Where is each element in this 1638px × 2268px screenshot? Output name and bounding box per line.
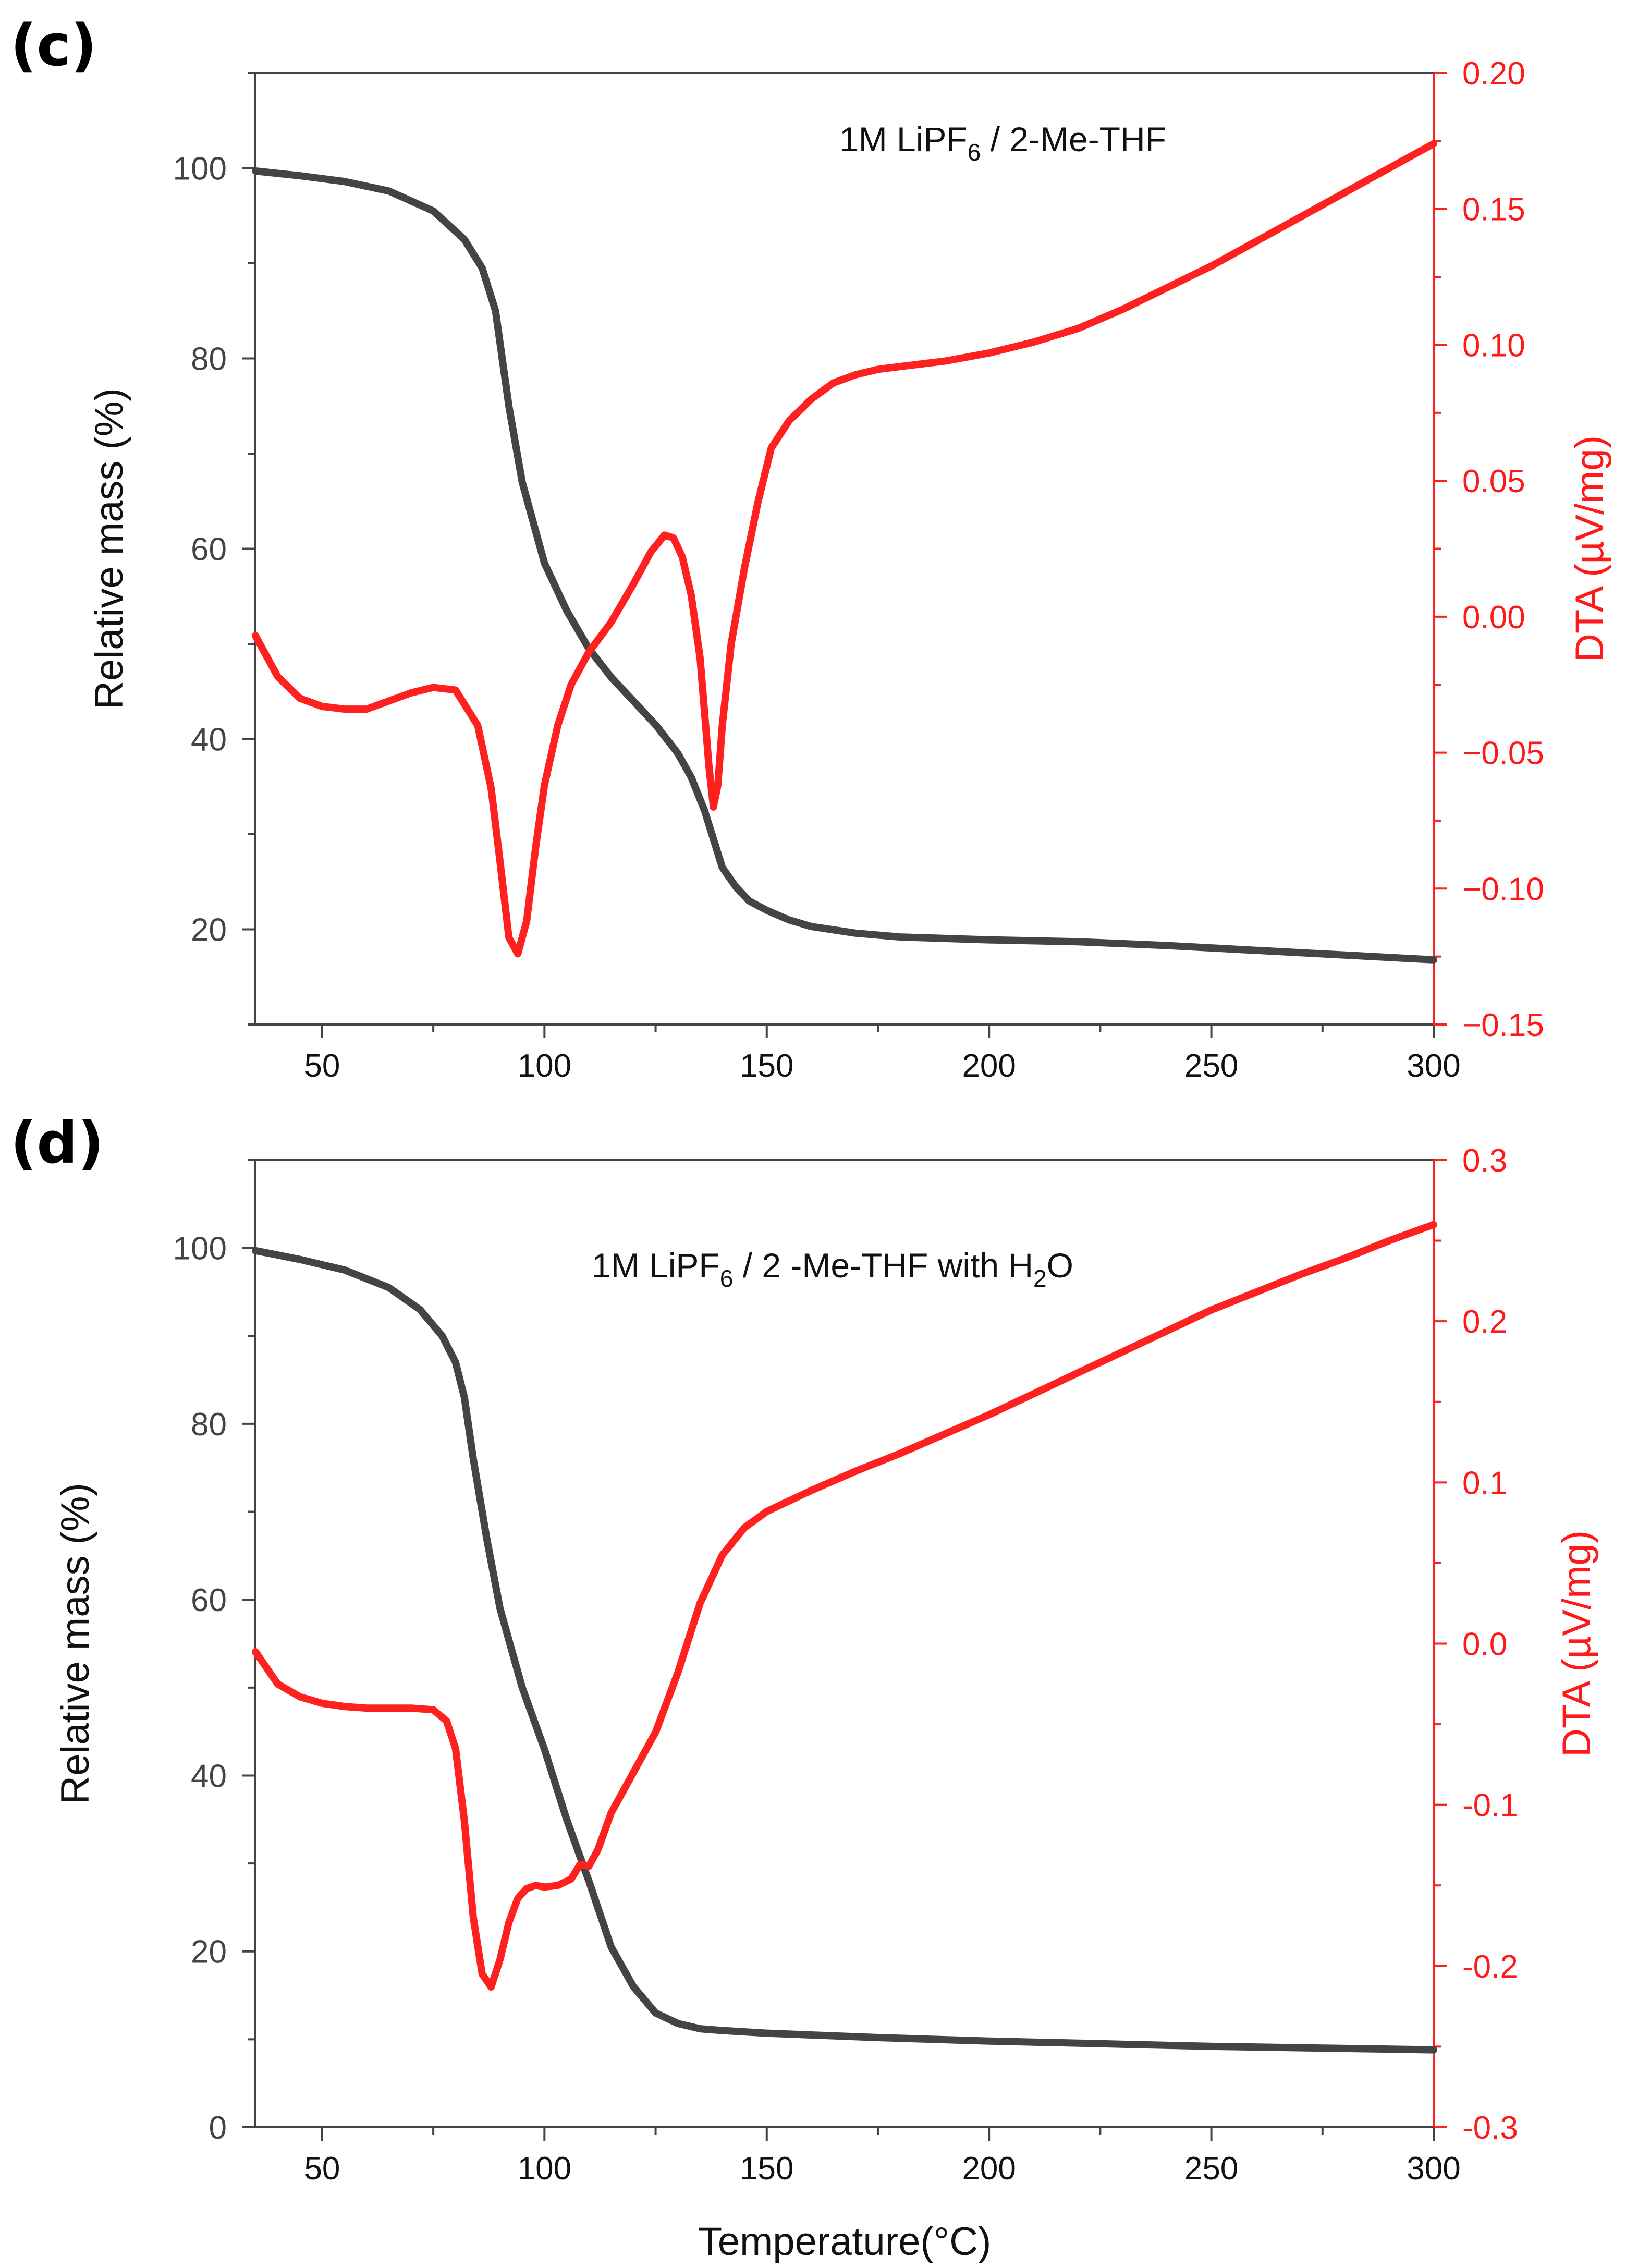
x-tick-label: 100 xyxy=(518,1048,571,1084)
chart-panel-d: (d) 50 100 150 200 250 300 0 20 40 60 80 100 0.3 0.2 0.… xyxy=(10,1109,1599,2264)
y-tick-label: 60 xyxy=(191,1582,227,1618)
y-axis-title: Relative mass (%) xyxy=(87,388,131,710)
y-tick-label: 80 xyxy=(191,1407,227,1443)
y2-tick-label: -0.2 xyxy=(1462,1949,1518,1985)
y-axis-title: Relative mass (%) xyxy=(53,1483,97,1804)
y2-tick-label: 0.3 xyxy=(1462,1143,1507,1179)
x-tick-label: 250 xyxy=(1184,1048,1238,1084)
panel-label: (c) xyxy=(10,12,97,79)
x-tick-label: 50 xyxy=(304,2151,340,2187)
chart-panel-c: (c) 50 100 150 200 250 300 20 40 60 80 100 0.20 0.15 0… xyxy=(10,12,1612,1084)
y2-tick-label: 0.05 xyxy=(1462,464,1525,499)
y-tick-label: 40 xyxy=(191,722,227,758)
y2-tick-label: −0.10 xyxy=(1462,871,1544,907)
y-tick-label: 0 xyxy=(209,2110,227,2146)
y2-tick-label: 0.1 xyxy=(1462,1465,1507,1501)
y2-tick-label: 0.15 xyxy=(1462,192,1525,228)
sample-annotation: 1M LiPF6 / 2 -Me-THF with H2O xyxy=(592,1246,1073,1292)
y2-tick-label: −0.15 xyxy=(1462,1007,1544,1043)
y2-axis-title: DTA (µV/mg) xyxy=(1568,435,1612,662)
y2-tick-label: 0.00 xyxy=(1462,600,1525,636)
y-tick-label: 100 xyxy=(173,1231,227,1267)
y-tick-label: 20 xyxy=(191,912,227,948)
y-tick-label: 80 xyxy=(191,342,227,377)
dta-series-line xyxy=(252,1221,1437,1991)
y2-tick-label: 0.0 xyxy=(1462,1627,1507,1663)
dta-series-line xyxy=(252,140,1437,958)
x-tick-label: 150 xyxy=(740,1048,793,1084)
panel-label: (d) xyxy=(10,1109,104,1176)
y-tick-label: 20 xyxy=(191,1934,227,1970)
mass-series-line xyxy=(252,167,1437,964)
y2-tick-label: −0.05 xyxy=(1462,736,1544,772)
x-tick-label: 150 xyxy=(740,2151,793,2187)
x-tick-label: 250 xyxy=(1184,2151,1238,2187)
y-tick-label: 60 xyxy=(191,532,227,568)
x-tick-label: 300 xyxy=(1407,1048,1460,1084)
y-tick-label: 40 xyxy=(191,1758,227,1794)
x-tick-label: 50 xyxy=(304,1048,340,1084)
x-tick-label: 100 xyxy=(518,2151,571,2187)
x-tick-label: 300 xyxy=(1407,2151,1460,2187)
y2-tick-label: 0.20 xyxy=(1462,56,1525,92)
y2-axis-title: DTA (µV/mg) xyxy=(1555,1530,1599,1757)
y2-tick-label: 0.2 xyxy=(1462,1304,1507,1340)
y2-tick-label: -0.1 xyxy=(1462,1788,1518,1824)
sample-annotation: 1M LiPF6 / 2-Me-THF xyxy=(839,120,1166,166)
x-axis-title: Temperature(°C) xyxy=(698,2220,992,2264)
y2-tick-label: 0.10 xyxy=(1462,327,1525,363)
mass-series-line xyxy=(252,1247,1437,2054)
y2-tick-label: -0.3 xyxy=(1462,2110,1518,2146)
y-tick-label: 100 xyxy=(173,151,227,187)
x-tick-label: 200 xyxy=(962,2151,1016,2187)
x-tick-label: 200 xyxy=(962,1048,1016,1084)
